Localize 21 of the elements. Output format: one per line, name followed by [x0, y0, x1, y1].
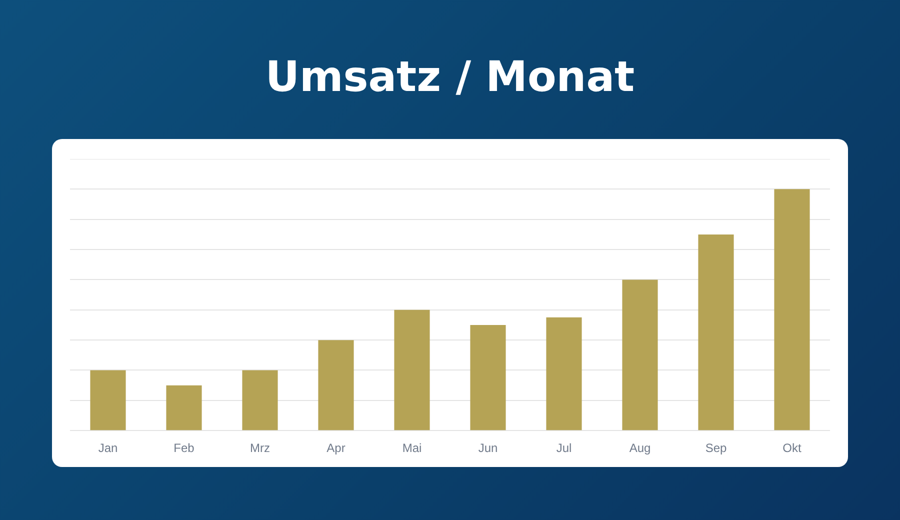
bar [90, 370, 126, 430]
chart-title: Umsatz / Monat [264, 52, 636, 101]
bar [470, 324, 506, 430]
x-tick-label: Feb [174, 441, 195, 456]
x-tick-label: Mrz [250, 441, 270, 456]
x-tick-label: Sep [705, 441, 727, 456]
x-tick-label: Aug [629, 441, 651, 456]
x-tick-label: Apr [326, 441, 346, 456]
x-tick-label: Mai [402, 441, 422, 456]
bar [622, 280, 658, 430]
x-tick-label: Jun [478, 441, 498, 456]
bar [242, 370, 278, 430]
x-tick-label: Jul [556, 441, 572, 456]
bar [546, 317, 582, 430]
bar [774, 189, 810, 430]
bar [698, 234, 734, 430]
bar [318, 340, 354, 430]
x-tick-label: Okt [782, 441, 802, 456]
x-tick-label: Jan [98, 441, 118, 456]
bar [394, 310, 430, 430]
bar [166, 385, 202, 430]
